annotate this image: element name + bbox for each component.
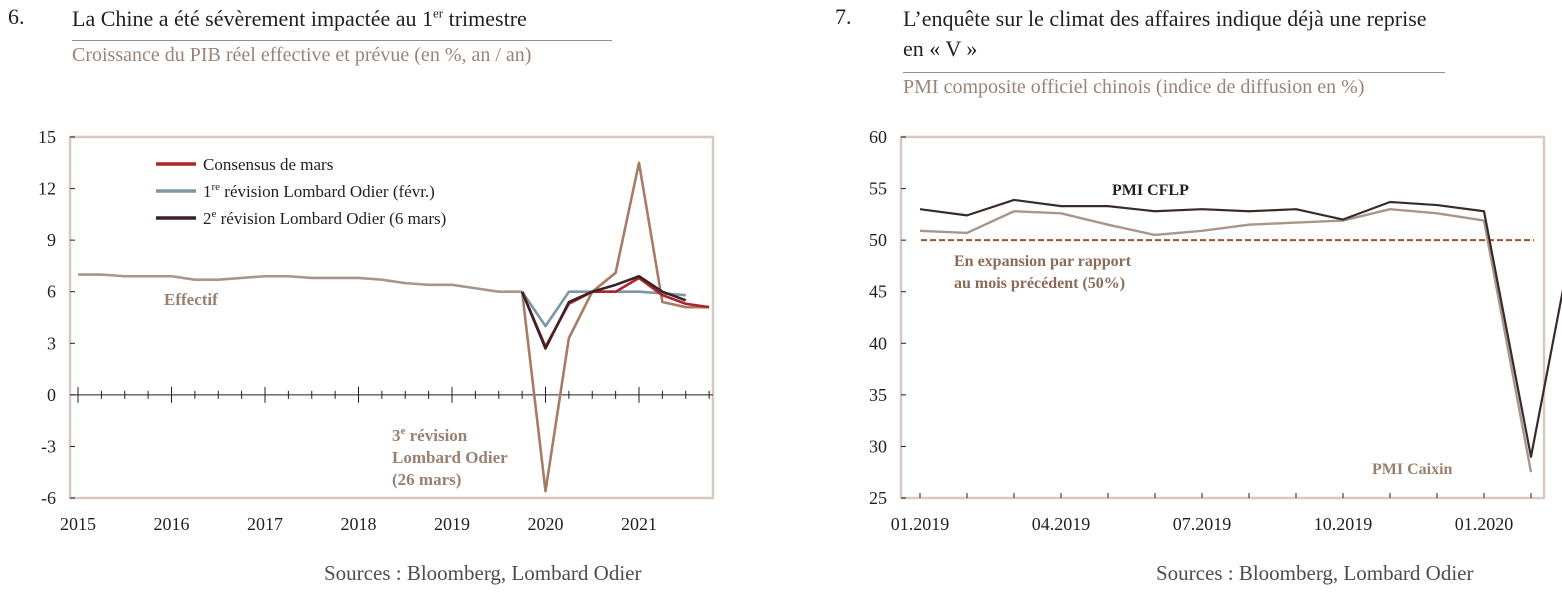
rev3-label-post: révision	[405, 426, 467, 445]
plot-lines	[919, 198, 1562, 473]
plot-frame	[899, 135, 1546, 500]
x-tick-label: 2017	[247, 514, 283, 534]
expansion-label-line1: En expansion par rapport	[954, 253, 1132, 270]
title-rule	[903, 72, 1445, 73]
y-tick-label: 55	[869, 179, 887, 199]
plot-frame	[68, 135, 715, 500]
rev3-label-pre: 3	[392, 426, 401, 445]
y-tick-label: 15	[38, 127, 56, 147]
source-note: Sources : Bloomberg, Lombard Odier	[324, 561, 642, 585]
x-tick-label: 01.2020	[1455, 514, 1514, 534]
series-line-effectif	[78, 273, 523, 294]
chart-title-line1: L’enquête sur le climat des affaires ind…	[903, 6, 1427, 31]
caixin-label: PMI Caixin	[1372, 461, 1453, 478]
series-line-caixin	[919, 207, 1533, 473]
expansion-label-line2: au mois précédent (50%)	[954, 275, 1125, 292]
y-tick-label: 6	[47, 282, 56, 302]
series-line-rev3	[520, 161, 710, 493]
y-tick-label: 3	[47, 333, 56, 353]
figure-number: 6.	[8, 4, 25, 29]
x-axis: 2015 2016 2017 2018 2019 2020 2021	[60, 386, 710, 534]
legend-label: Consensus de mars	[203, 155, 333, 174]
x-tick-label: 2020	[528, 514, 564, 534]
series-line-cflp	[919, 198, 1562, 458]
series-line-rev2	[520, 274, 687, 350]
chart-title-sup: er	[433, 5, 444, 21]
y-tick-label: 60	[869, 127, 887, 147]
y-axis: -6 -3 0 3 6 9 12 15	[38, 127, 75, 508]
y-tick-label: 40	[869, 333, 887, 353]
panel-gdp-growth: 6. La Chine a été sévèrement impactée au…	[0, 0, 760, 602]
x-tick-label: 10.2019	[1314, 514, 1373, 534]
y-tick-label: 35	[869, 385, 887, 405]
y-tick-label: -3	[41, 436, 56, 456]
legend: Consensus de mars 1re révision Lombard Od…	[156, 155, 446, 228]
plot-lines	[78, 161, 710, 493]
y-tick-label: 12	[38, 179, 56, 199]
x-tick-label: 07.2019	[1173, 514, 1232, 534]
source-note: Sources : Bloomberg, Lombard Odier	[1156, 561, 1474, 585]
y-axis: 25 30 35 40 45 50 55 60	[869, 127, 906, 508]
x-axis: 01.2019 04.2019 07.2019 10.2019 01.2020	[891, 493, 1532, 534]
y-tick-label: 30	[869, 436, 887, 456]
chart-title-line2: en « V »	[903, 36, 978, 61]
y-tick-label: 0	[47, 385, 56, 405]
chart-title: La Chine a été sévèrement impactée au 1e…	[72, 4, 527, 34]
pmi-chart: 25 30 35 40 45 50 55 60 01.2019 04.2019 07.2019 10…	[869, 127, 1562, 534]
chart-subtitle: Croissance du PIB réel effective et prév…	[72, 44, 532, 66]
y-tick-label: 50	[869, 230, 887, 250]
panel-pmi: 7. L’enquête sur le climat des affaires …	[830, 0, 1562, 602]
legend-label: 2e révision Lombard Odier (6 mars)	[203, 208, 446, 228]
rev3-label-sup: e	[401, 425, 406, 437]
x-tick-label: 01.2019	[891, 514, 950, 534]
x-tick-label: 2021	[621, 514, 657, 534]
y-tick-label: 25	[869, 488, 887, 508]
x-tick-label: 2019	[434, 514, 470, 534]
x-tick-label: 2018	[341, 514, 377, 534]
rev3-label-line2: Lombard Odier	[392, 448, 508, 467]
cflp-label: PMI CFLP	[1112, 182, 1189, 199]
chart-title-end: trimestre	[443, 6, 527, 31]
y-tick-label: 9	[47, 230, 56, 250]
figure-number: 7.	[835, 4, 852, 29]
rev3-label: 3e révision	[392, 425, 468, 445]
y-tick-label: 45	[869, 282, 887, 302]
x-tick-label: 2015	[60, 514, 96, 534]
y-tick-label: -6	[41, 488, 56, 508]
effectif-label: Effectif	[164, 290, 218, 309]
x-tick-label: 2016	[154, 514, 190, 534]
gdp-chart: -6 -3 0 3 6 9 12 15 2015 2016 2017 2018 2019 2020 202…	[38, 127, 715, 534]
rev3-label-line3: (26 mars)	[392, 470, 461, 489]
legend-label: 1re révision Lombard Odier (févr.)	[203, 181, 435, 201]
chart-title-main: La Chine a été sévèrement impactée au 1	[72, 6, 433, 31]
chart-subtitle: PMI composite officiel chinois (indice d…	[903, 76, 1365, 98]
x-tick-label: 04.2019	[1032, 514, 1091, 534]
title-rule	[72, 40, 612, 41]
